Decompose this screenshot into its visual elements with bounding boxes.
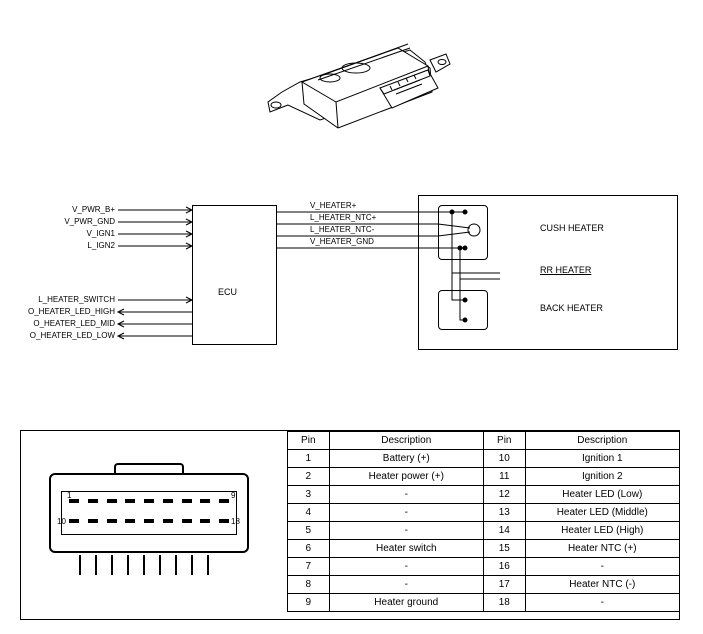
- pin-cell: 13: [483, 504, 525, 522]
- desc-cell: -: [329, 504, 483, 522]
- desc-cell: -: [329, 558, 483, 576]
- pin-cell: 11: [483, 468, 525, 486]
- ecu-module-illustration: [260, 10, 460, 140]
- wiring-svg: [20, 195, 680, 375]
- pinout-section: 1 9 10 18 Pin Description Pin Descriptio…: [20, 430, 680, 620]
- pin-cell: 4: [288, 504, 330, 522]
- table-row: 1Battery (+)10Ignition 1: [288, 450, 680, 468]
- ecu-svg: [260, 10, 460, 140]
- hdr-desc-a: Description: [329, 432, 483, 450]
- table-row: 4-13Heater LED (Middle): [288, 504, 680, 522]
- desc-cell: -: [329, 486, 483, 504]
- desc-cell: Heater LED (High): [525, 522, 679, 540]
- pin-cell: 9: [288, 594, 330, 612]
- desc-cell: -: [525, 594, 679, 612]
- pin-cell: 15: [483, 540, 525, 558]
- table-row: 6Heater switch15Heater NTC (+): [288, 540, 680, 558]
- desc-cell: Heater LED (Middle): [525, 504, 679, 522]
- desc-cell: Ignition 2: [525, 468, 679, 486]
- desc-cell: Heater ground: [329, 594, 483, 612]
- desc-cell: Heater NTC (-): [525, 576, 679, 594]
- pin-cell: 2: [288, 468, 330, 486]
- pin-mark-9: 9: [231, 491, 235, 500]
- desc-cell: -: [329, 576, 483, 594]
- table-row: 2Heater power (+)11Ignition 2: [288, 468, 680, 486]
- hdr-desc-b: Description: [525, 432, 679, 450]
- hdr-pin-b: Pin: [483, 432, 525, 450]
- pin-cell: 16: [483, 558, 525, 576]
- pin-cell: 8: [288, 576, 330, 594]
- desc-cell: -: [329, 522, 483, 540]
- table-row: 3-12Heater LED (Low): [288, 486, 680, 504]
- pin-cell: 18: [483, 594, 525, 612]
- desc-cell: Battery (+): [329, 450, 483, 468]
- pin-cell: 10: [483, 450, 525, 468]
- pin-cell: 12: [483, 486, 525, 504]
- table-row: 7-16-: [288, 558, 680, 576]
- desc-cell: Heater switch: [329, 540, 483, 558]
- pin-table: Pin Description Pin Description 1Battery…: [287, 431, 680, 612]
- pin-mark-18: 18: [231, 517, 240, 526]
- table-row: 9Heater ground18-: [288, 594, 680, 612]
- block-diagram: V_PWR_B+ V_PWR_GND V_IGN1 L_IGN2 L_HEATE…: [20, 195, 680, 375]
- connector-drawing: 1 9 10 18: [39, 461, 264, 581]
- pin-table-header-row: Pin Description Pin Description: [288, 432, 680, 450]
- desc-cell: -: [525, 558, 679, 576]
- pin-mark-1: 1: [67, 491, 71, 500]
- hdr-pin-a: Pin: [288, 432, 330, 450]
- table-row: 5-14Heater LED (High): [288, 522, 680, 540]
- pin-cell: 1: [288, 450, 330, 468]
- desc-cell: Heater NTC (+): [525, 540, 679, 558]
- pin-cell: 5: [288, 522, 330, 540]
- table-row: 8-17Heater NTC (-): [288, 576, 680, 594]
- desc-cell: Ignition 1: [525, 450, 679, 468]
- pin-cell: 3: [288, 486, 330, 504]
- pin-cell: 7: [288, 558, 330, 576]
- pin-cell: 14: [483, 522, 525, 540]
- pin-cell: 6: [288, 540, 330, 558]
- pin-cell: 17: [483, 576, 525, 594]
- desc-cell: Heater LED (Low): [525, 486, 679, 504]
- desc-cell: Heater power (+): [329, 468, 483, 486]
- pin-mark-10: 10: [57, 517, 66, 526]
